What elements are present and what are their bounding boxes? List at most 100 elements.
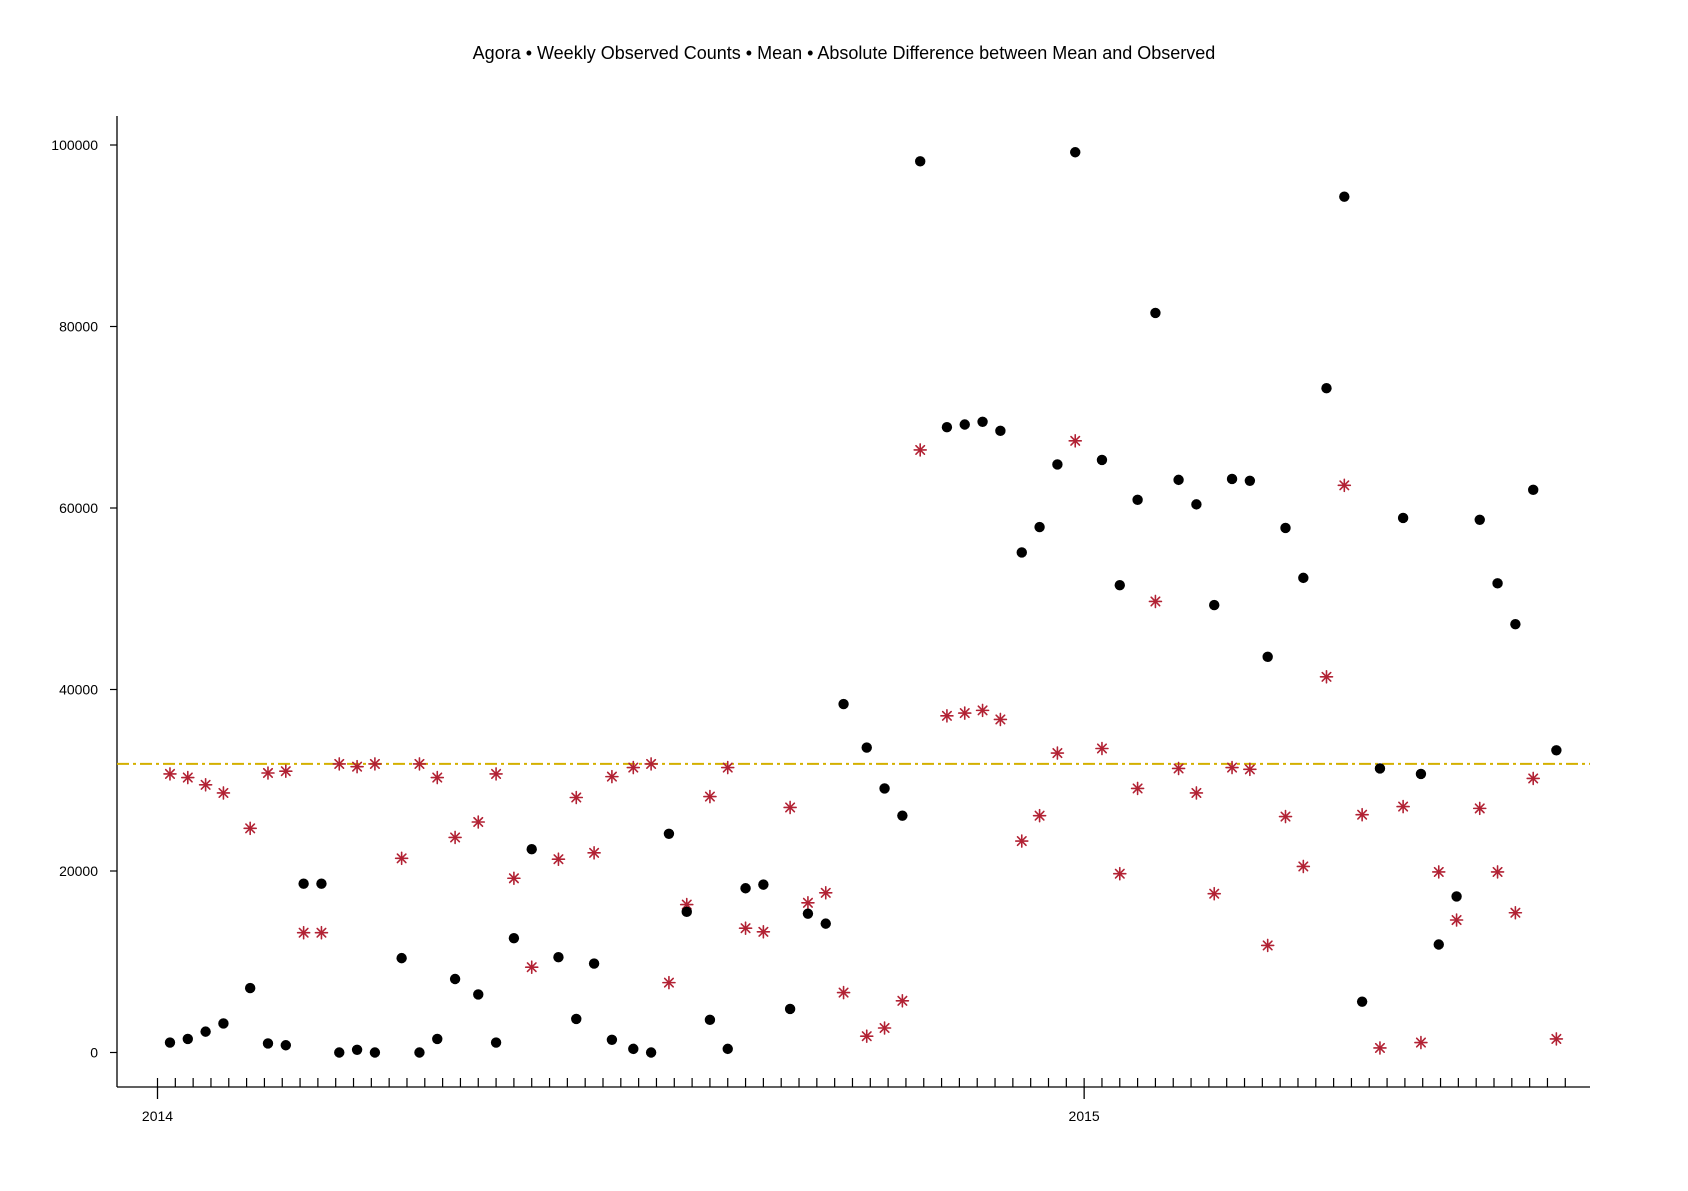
difference-point <box>1431 865 1446 879</box>
observed-point <box>1150 307 1161 319</box>
observed-point <box>784 1003 796 1015</box>
observed-point <box>298 878 309 889</box>
asterisk-stroke <box>897 995 908 1006</box>
observed-point <box>1551 745 1562 756</box>
y-tick-label: 60000 <box>59 500 98 516</box>
difference-point <box>569 790 584 805</box>
y-tick-label: 40000 <box>59 682 98 698</box>
axes: 0 20000 40000 60000 80000 100000 2014 2015 <box>51 116 1590 1124</box>
asterisk-stroke <box>628 762 639 773</box>
difference-point <box>1050 746 1065 760</box>
y-tick-label: 80000 <box>59 319 98 335</box>
observed-point <box>1052 459 1063 470</box>
observed-point <box>473 989 484 1000</box>
observed-point <box>571 1013 582 1025</box>
asterisk-stroke <box>316 927 327 938</box>
asterisk-stroke <box>1070 435 1081 446</box>
asterisk-stroke <box>1244 764 1255 775</box>
asterisk-stroke <box>1150 596 1161 607</box>
y-tick-label: 100000 <box>51 137 98 153</box>
observed-point <box>758 879 769 890</box>
difference-point <box>180 770 195 785</box>
observed-point <box>218 1018 229 1029</box>
difference-point <box>489 767 503 781</box>
observed-point <box>941 422 953 433</box>
difference-point <box>877 1021 892 1035</box>
observed-point <box>1433 939 1444 950</box>
observed-point <box>1415 768 1427 780</box>
difference-point <box>1112 866 1127 881</box>
difference-point <box>859 1029 874 1043</box>
observed-point <box>262 1038 274 1049</box>
observed-point <box>449 973 461 985</box>
difference-point <box>1337 478 1352 493</box>
observed-point <box>1298 572 1309 584</box>
asterisk-stroke <box>491 768 502 779</box>
asterisk-stroke <box>432 772 443 783</box>
asterisk-stroke <box>1052 747 1063 759</box>
observed-point <box>553 952 564 963</box>
observed-point <box>861 742 872 753</box>
asterisk-stroke <box>1191 787 1202 798</box>
difference-point <box>1148 594 1163 609</box>
observed-point <box>1374 763 1386 774</box>
asterisk-stroke <box>977 705 988 716</box>
asterisk-stroke <box>280 766 291 777</box>
difference-point <box>783 800 797 815</box>
asterisk-stroke <box>334 758 345 769</box>
observed-point <box>740 883 751 894</box>
observed-point <box>959 419 970 430</box>
observed-point <box>645 1047 657 1058</box>
observed-point <box>995 425 1006 437</box>
difference-point <box>1449 913 1464 927</box>
asterisk-stroke <box>245 823 256 834</box>
observed-point <box>1280 522 1291 534</box>
difference-point <box>1549 1032 1564 1046</box>
asterisk-stroke <box>722 762 733 773</box>
asterisk-stroke <box>1209 888 1220 899</box>
difference-point <box>940 709 954 723</box>
observed-point <box>1244 475 1256 486</box>
y-tick-label: 20000 <box>59 863 98 879</box>
asterisk-stroke <box>740 923 751 934</box>
observed-point <box>681 906 692 918</box>
difference-point <box>756 925 771 939</box>
asterisk-stroke <box>1451 914 1462 926</box>
difference-point <box>524 960 539 974</box>
asterisk-stroke <box>1474 803 1485 814</box>
asterisk-stroke <box>861 1031 872 1042</box>
asterisk-stroke <box>589 847 600 858</box>
asterisk-stroke <box>164 768 176 779</box>
asterisk-stroke <box>663 977 674 988</box>
observed-point <box>1356 996 1368 1007</box>
asterisk-stroke <box>1280 811 1291 822</box>
difference-point <box>836 985 851 1000</box>
asterisk-stroke <box>1298 861 1309 872</box>
observed-point <box>1492 578 1503 589</box>
observed-point <box>1262 651 1273 663</box>
difference-point <box>394 851 409 866</box>
asterisk-stroke <box>262 767 274 779</box>
observed-point <box>1173 474 1184 486</box>
asterisk-stroke <box>1016 836 1027 847</box>
observed-point <box>280 1040 292 1051</box>
observed-point <box>1474 514 1485 525</box>
observed-point <box>334 1047 345 1058</box>
chart-title: Agora • Weekly Observed Counts • Mean • … <box>473 43 1216 63</box>
difference-point <box>587 846 601 860</box>
asterisk-stroke <box>1551 1033 1562 1044</box>
asterisk-stroke <box>508 873 519 884</box>
difference-point <box>801 895 815 910</box>
asterisk-stroke <box>1415 1037 1426 1048</box>
asterisk-stroke <box>995 714 1006 725</box>
asterisk-stroke <box>1096 743 1108 754</box>
difference-point <box>1526 771 1541 786</box>
observed-point <box>838 698 849 710</box>
difference-point <box>448 830 462 845</box>
observed-point <box>1070 147 1081 158</box>
asterisk-stroke <box>352 761 363 772</box>
asterisk-stroke <box>182 772 193 783</box>
difference-point <box>720 760 735 775</box>
observed-point <box>1226 473 1238 485</box>
